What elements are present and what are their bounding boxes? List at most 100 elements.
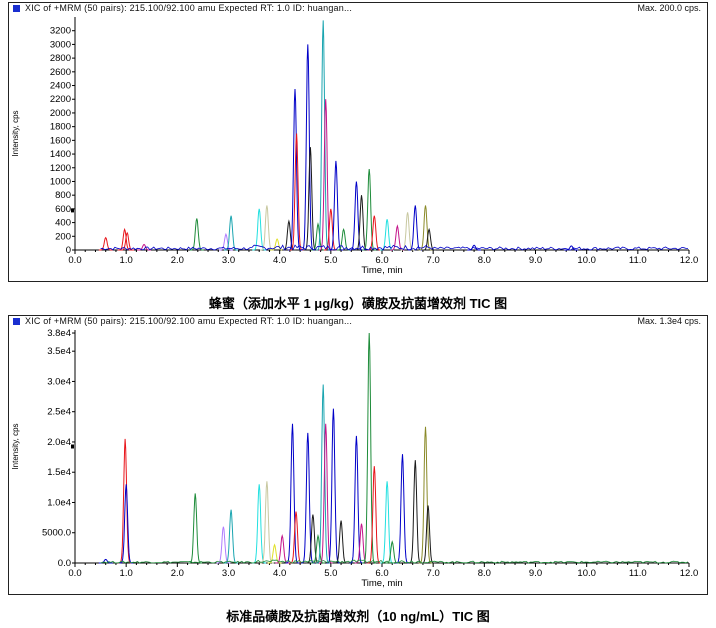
y-tick-label: 3.5e4 xyxy=(47,346,71,357)
peak-trace xyxy=(216,526,231,564)
y-tick-label: 2.5e4 xyxy=(47,407,71,418)
panel-header: XIC of +MRM (50 pairs): 215.100/92.100 a… xyxy=(9,316,707,329)
y-tick-label: 2600 xyxy=(50,67,71,78)
x-tick-label: 10.0 xyxy=(577,255,596,266)
y-tick-label: 2400 xyxy=(50,81,71,92)
peak-trace xyxy=(354,195,369,251)
y-axis-label: Intensity, cps xyxy=(11,110,20,156)
x-tick-label: 4.0 xyxy=(273,568,286,579)
chromatogram-plot-honey: 0 200 400 600 800 1000 1200 1400 1600 1800 2000 220… xyxy=(11,17,699,276)
xic-header-text: XIC of +MRM (50 pairs): 215.100/92.100 a… xyxy=(25,3,353,13)
peak-group xyxy=(98,332,435,564)
peak-trace xyxy=(380,219,394,251)
y-tick-label: 1200 xyxy=(50,163,71,174)
peak-trace xyxy=(120,231,135,251)
peak-trace xyxy=(367,466,382,564)
y-tick-label: 3000 xyxy=(50,39,71,50)
peak-trace xyxy=(418,205,433,251)
x-axis-label: Time, min xyxy=(361,265,402,276)
peak-trace xyxy=(318,423,333,564)
y-tick-label: 3.8e4 xyxy=(47,328,71,339)
y-tick-label: 2.0e4 xyxy=(47,437,71,448)
xic-header-text: XIC of +MRM (50 pairs): 215.100/92.100 a… xyxy=(25,316,353,326)
x-tick-label: 11.0 xyxy=(629,255,647,266)
y-axis-label: Intensity, cps xyxy=(11,423,20,469)
peak-trace xyxy=(270,238,284,251)
panel-header: XIC of +MRM (50 pairs): 215.100/92.100 a… xyxy=(9,3,707,16)
peak-trace xyxy=(316,20,331,251)
peak-trace xyxy=(267,543,282,564)
y-tick-label: 5000.0 xyxy=(42,528,71,539)
series-color-swatch xyxy=(13,5,20,12)
x-tick-label: 6.0 xyxy=(375,568,388,579)
y-tick-label: 1400 xyxy=(50,149,71,160)
chart-caption-standard: 标准品磺胺及抗菌增效剂（10 ng/mL）TIC 图 xyxy=(226,609,490,624)
baseline-trace xyxy=(100,244,688,251)
x-tick-label: 2.0 xyxy=(171,568,184,579)
peak-trace xyxy=(408,460,423,564)
peak-trace xyxy=(385,540,400,564)
x-tick-label: 3.0 xyxy=(222,255,235,266)
y-tick-label: 2800 xyxy=(50,53,71,64)
peak-trace xyxy=(289,133,304,251)
y-tick-label: 3200 xyxy=(50,26,71,37)
peak-trace xyxy=(354,523,369,564)
chart-panel-standard: XIC of +MRM (50 pairs): 215.100/92.100 a… xyxy=(8,315,708,595)
peak-trace xyxy=(224,215,238,251)
peak-trace xyxy=(98,236,113,251)
peak-trace xyxy=(334,520,348,564)
chart-caption-honey: 蜂蜜（添加水平 1 μg/kg）磺胺及抗菌增效剂 TIC 图 xyxy=(208,296,508,311)
x-tick-label: 12.0 xyxy=(680,255,699,266)
max-intensity-label: Max. 200.0 cps. xyxy=(637,3,701,13)
peak-trace xyxy=(367,215,382,251)
peak-trace xyxy=(467,244,481,251)
x-tick-label: 5.0 xyxy=(324,568,337,579)
x-tick-label: 2.0 xyxy=(171,255,184,266)
x-tick-label: 12.0 xyxy=(680,568,699,579)
peak-group xyxy=(98,20,579,251)
peak-trace xyxy=(189,218,204,251)
chromatogram-plot-standard: 0.0 5000.0 1.0e4 1.5e4 2.0e4 2.5e4 3.0e4 3.5e4 3… xyxy=(11,328,699,589)
y-tick-label: 1000 xyxy=(50,176,71,187)
y-tick-label: 1800 xyxy=(50,122,71,133)
peak-trace xyxy=(137,243,151,251)
x-tick-label: 1.0 xyxy=(120,568,133,579)
peak-trace xyxy=(349,181,364,251)
peak-trace xyxy=(422,227,436,251)
max-intensity-label: Max. 1.3e4 cps. xyxy=(637,316,701,326)
series-color-swatch xyxy=(13,318,20,325)
y-axis-marker xyxy=(71,208,74,213)
y-tick-label: 0.0 xyxy=(58,558,71,569)
x-tick-label: 6.0 xyxy=(375,255,388,266)
peak-trace xyxy=(288,88,302,251)
peak-trace xyxy=(117,227,132,251)
x-tick-label: 11.0 xyxy=(629,568,647,579)
peak-trace xyxy=(329,160,343,251)
x-tick-label: 1.0 xyxy=(120,255,133,266)
x-tick-label: 3.0 xyxy=(222,568,235,579)
peak-trace xyxy=(219,232,233,251)
peak-trace xyxy=(300,432,315,564)
peak-trace xyxy=(349,435,364,564)
peak-trace xyxy=(400,212,415,251)
y-tick-label: 3.0e4 xyxy=(47,376,71,387)
y-tick-label: 1.0e4 xyxy=(47,497,71,508)
peak-trace xyxy=(119,484,134,564)
x-tick-label: 10.0 xyxy=(577,568,596,579)
x-tick-label: 8.0 xyxy=(478,568,491,579)
x-tick-label: 0.0 xyxy=(68,255,81,266)
peak-trace xyxy=(188,493,203,564)
peak-trace xyxy=(380,481,394,564)
y-tick-label: 200 xyxy=(55,231,71,242)
y-tick-label: 400 xyxy=(55,218,71,229)
y-tick-label: 0 xyxy=(66,245,71,256)
y-tick-label: 2000 xyxy=(50,108,71,119)
x-tick-label: 9.0 xyxy=(529,255,542,266)
peak-trace xyxy=(316,384,331,564)
peak-trace xyxy=(311,533,325,564)
peak-trace xyxy=(395,454,410,564)
y-tick-label: 2200 xyxy=(50,94,71,105)
y-tick-label: 1600 xyxy=(50,135,71,146)
x-tick-label: 7.0 xyxy=(427,568,440,579)
peak-trace xyxy=(285,423,300,564)
